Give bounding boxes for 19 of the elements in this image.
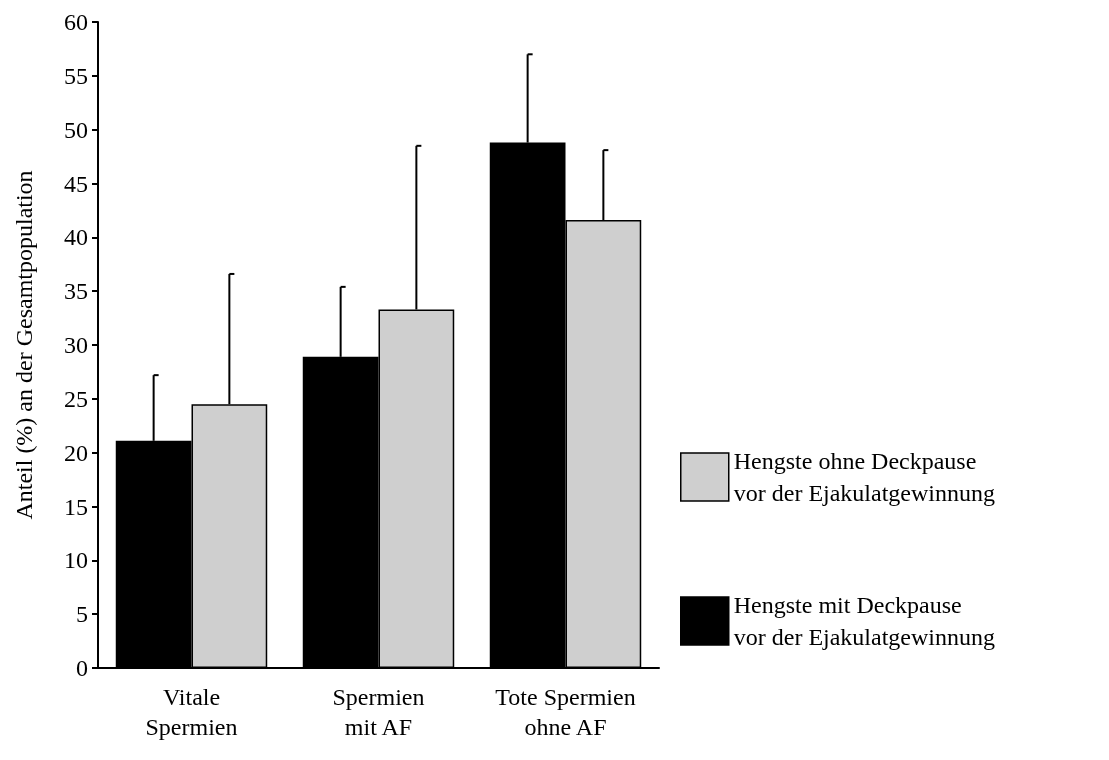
y-tick-label: 25 — [64, 385, 88, 412]
y-tick-label: 40 — [64, 224, 88, 251]
y-tick-label: 15 — [64, 493, 88, 520]
y-tick-label: 30 — [64, 332, 88, 358]
legend-label: Hengste ohne Deckpause vor der Ejakulatgewinnung — [733, 448, 996, 506]
x-tick-label: Spermien mit AF — [332, 684, 425, 740]
y-tick-label: 55 — [64, 62, 88, 89]
y-tick-label: 45 — [64, 170, 88, 197]
y-tick-label: 50 — [64, 116, 88, 143]
y-tick-label: 10 — [64, 547, 88, 574]
y-tick-label: 20 — [64, 439, 88, 466]
x-tick-label: Vitale Spermien — [145, 684, 238, 740]
x-tick-label: Tote Spermien ohne AF — [495, 684, 636, 740]
y-tick-label: 5 — [76, 601, 88, 628]
y-axis-title: Anteil (%) an der Gesamtpopulation — [11, 170, 37, 520]
legend-label: Hengste mit Deckpause vor der Ejakulatgewinnung — [733, 592, 996, 650]
y-tick-label: 60 — [64, 9, 88, 35]
y-tick-label: 35 — [64, 278, 88, 305]
y-tick-label: 0 — [76, 655, 88, 681]
